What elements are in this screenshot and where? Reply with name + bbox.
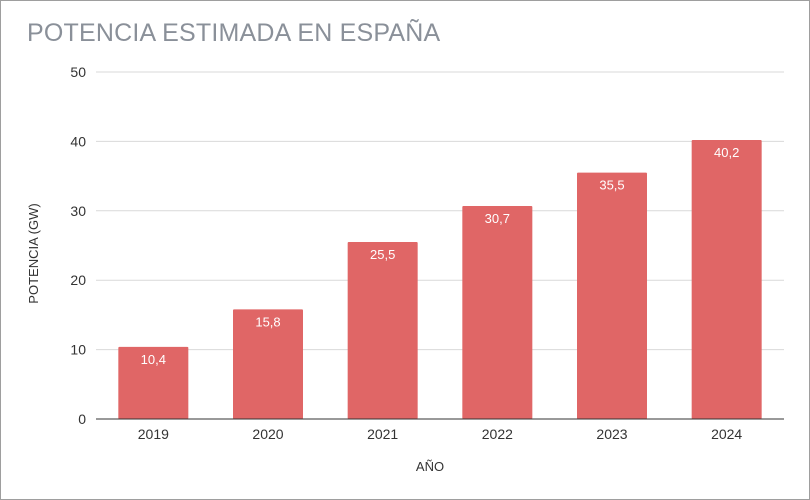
bar-2020 (233, 309, 303, 419)
x-axis-title: AÑO (416, 459, 444, 474)
bar-2022 (462, 205, 533, 419)
x-tick-label: 2019 (138, 426, 169, 442)
x-tick-label: 2020 (252, 426, 283, 442)
bar-value-label: 10,4 (141, 352, 166, 367)
y-tick-labels: 0 10 20 30 40 50 (70, 64, 86, 427)
bars (118, 140, 762, 419)
x-tick-label: 2023 (596, 426, 627, 442)
bar-value-label: 25,5 (370, 247, 395, 262)
y-tick-label: 10 (70, 342, 86, 358)
bar-value-label: 15,8 (255, 314, 280, 329)
gridlines (96, 71, 784, 351)
x-tick-labels: 2019 2020 2021 2022 2023 2024 (138, 426, 743, 442)
bar-2024 (691, 140, 762, 419)
chart-title: POTENCIA ESTIMADA EN ESPAÑA (27, 19, 441, 47)
bar-2021 (347, 242, 418, 419)
bar-2023 (577, 172, 647, 419)
y-tick-label: 30 (70, 203, 86, 219)
bar-value-label: 35,5 (599, 178, 624, 193)
y-axis-title: POTENCIA (GW) (26, 203, 41, 303)
x-tick-label: 2024 (711, 426, 742, 442)
y-tick-label: 50 (70, 64, 86, 80)
y-tick-label: 20 (70, 272, 86, 288)
y-tick-label: 0 (78, 411, 86, 427)
x-tick-label: 2022 (482, 426, 513, 442)
bar-value-label: 40,2 (714, 145, 739, 160)
bar-value-label: 30,7 (485, 211, 510, 226)
bar-labels: 10,4 15,8 25,5 30,7 35,5 40,2 (141, 145, 740, 367)
y-tick-label: 40 (70, 133, 86, 149)
bar-2019 (118, 346, 189, 419)
x-tick-label: 2021 (367, 426, 398, 442)
